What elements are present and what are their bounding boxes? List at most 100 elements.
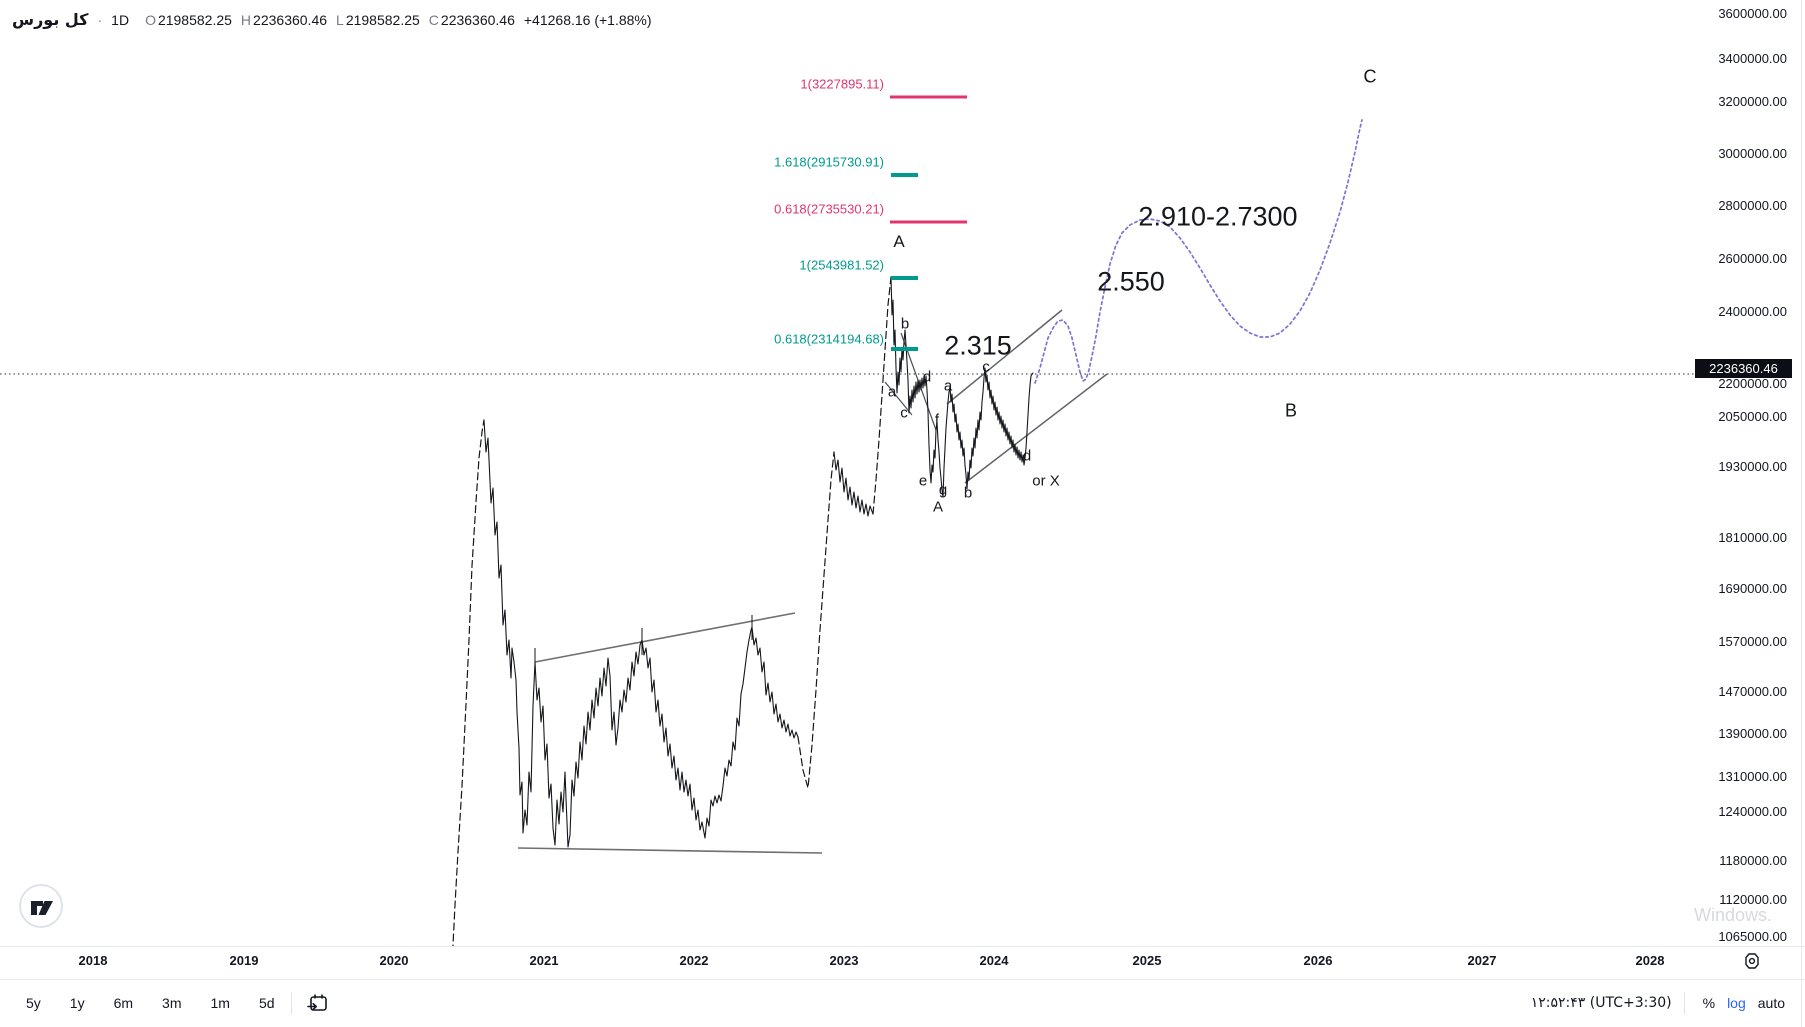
wave-label[interactable]: c — [982, 358, 990, 376]
fib-level-label[interactable]: 0.618(2735530.21) — [774, 201, 884, 217]
range-button-5d[interactable]: 5d — [255, 993, 279, 1013]
fib-level-label[interactable]: 1.618(2915730.91) — [774, 154, 884, 170]
fib-level-label[interactable]: 0.618(2314194.68) — [774, 331, 884, 347]
year-tick-label: 2019 — [229, 953, 259, 968]
date-range-buttons: 5y 1y 6m 3m 1m 5d — [22, 993, 279, 1013]
range-button-1y[interactable]: 1y — [66, 993, 89, 1013]
price-tick-label: 1240000.00 — [1718, 804, 1787, 819]
calendar-arrow-icon — [306, 994, 327, 1011]
fib-level-label[interactable]: 1(3227895.11) — [800, 76, 884, 92]
price-tick-label: 1470000.00 — [1718, 684, 1787, 699]
year-tick-label: 2025 — [1132, 953, 1162, 968]
fib-level-label[interactable]: 1(2543981.52) — [799, 257, 884, 273]
trendline-lower-right[interactable] — [964, 373, 1108, 484]
bottom-toolbar: 5y 1y 6m 3m 1m 5d ۱۲:۵۲:۴۳ (UTC+3:30) % log a… — [0, 979, 1805, 1027]
change-value: +41268.16 (+1.88%) — [523, 12, 652, 28]
price-target-note[interactable]: 2.550 — [1097, 266, 1165, 297]
year-tick-label: 2023 — [829, 953, 859, 968]
trendline-lower-left[interactable] — [517, 847, 823, 854]
year-tick-label: 2020 — [379, 953, 409, 968]
right-pane-border — [1801, 0, 1802, 1027]
price-tick-label: 1810000.00 — [1718, 530, 1787, 545]
price-tick-label: 1390000.00 — [1718, 726, 1787, 741]
wave-label[interactable]: d — [1022, 447, 1032, 465]
timeframe-label[interactable]: 1D — [111, 12, 130, 28]
year-tick-label: 2021 — [529, 953, 559, 968]
go-to-date-button[interactable] — [306, 991, 330, 1015]
symbol-legend: کل بورس · 1D O 2198582.25 H 2236360.46 L 2198… — [12, 10, 652, 29]
year-tick-label: 2022 — [679, 953, 709, 968]
wave-label[interactable]: a — [943, 377, 953, 395]
range-button-1m[interactable]: 1m — [207, 993, 234, 1013]
price-tick-label: 1310000.00 — [1718, 769, 1787, 784]
price-target-note[interactable]: 2.315 — [944, 330, 1012, 361]
range-button-5y[interactable]: 5y — [22, 993, 45, 1013]
price-tick-label: 1180000.00 — [1719, 853, 1787, 868]
year-tick-label: 2024 — [979, 953, 1009, 968]
auto-scale-button[interactable]: auto — [1752, 993, 1791, 1013]
year-tick-label: 2018 — [78, 953, 108, 968]
wave-label[interactable]: a — [887, 383, 897, 401]
range-button-3m[interactable]: 3m — [158, 993, 185, 1013]
projection-path[interactable] — [1034, 119, 1363, 384]
time-axis[interactable]: 2018 2019 2020 2021 2022 2023 2024 2025 2026 2027… — [0, 946, 1805, 979]
time-axis-border — [0, 946, 1805, 947]
trendline-upper-right[interactable] — [946, 309, 1063, 405]
price-2020-2022 — [483, 419, 799, 848]
price-tick-label: 1690000.00 — [1718, 581, 1787, 596]
toolbar-divider — [290, 992, 292, 1014]
wave-label[interactable]: A — [893, 232, 905, 251]
log-scale-button[interactable]: log — [1721, 993, 1752, 1013]
price-target-note[interactable]: 2.910-2.7300 — [1138, 201, 1298, 232]
price-tick-label: 1065000.00 — [1718, 929, 1787, 944]
price-tick-label: 3600000.00 — [1718, 6, 1787, 21]
toolbar-border — [0, 979, 1805, 980]
wave-label[interactable]: e — [918, 472, 928, 490]
price-axis[interactable]: 3600000.00 3400000.00 3200000.00 3000000.00… — [1697, 0, 1805, 946]
price-rally-2023-b — [872, 276, 892, 515]
toolbar-divider — [1683, 992, 1685, 1014]
year-tick-label: 2028 — [1635, 953, 1665, 968]
ohlc-values: O 2198582.25 H 2236360.46 L 2198582.25 C 223636… — [138, 12, 515, 28]
price-tick-label: 2600000.00 — [1718, 251, 1787, 266]
wave-label[interactable]: d — [922, 368, 932, 386]
ohlc-letter: L — [336, 12, 344, 28]
price-tick-label: 3000000.00 — [1718, 146, 1787, 161]
wave-label[interactable]: C — [1363, 66, 1377, 87]
price-tick-label: 2200000.00 — [1718, 376, 1787, 391]
wave-label[interactable]: b — [900, 315, 910, 333]
price-rise-2020 — [450, 419, 485, 986]
wave-label[interactable]: B — [1284, 400, 1298, 421]
price-tick-label: 1570000.00 — [1718, 634, 1787, 649]
ohlc-value: 2198582.25 — [345, 12, 420, 28]
wave-label[interactable]: or X — [1032, 472, 1060, 490]
line-a-to-c[interactable] — [884, 381, 913, 416]
price-tick-label: 2400000.00 — [1718, 304, 1787, 319]
wave-label[interactable]: g — [938, 481, 948, 499]
clock-display[interactable]: ۱۲:۵۲:۴۳ (UTC+3:30) — [1530, 995, 1672, 1011]
tradingview-logo[interactable] — [18, 883, 64, 934]
tradingview-logo-icon — [19, 884, 63, 928]
wave-label[interactable]: c — [900, 404, 908, 422]
price-tick-label: 3400000.00 — [1718, 51, 1787, 66]
ohlc-value: 2198582.25 — [157, 12, 232, 28]
ohlc-letter: C — [428, 12, 439, 28]
price-tick-label: 2050000.00 — [1718, 409, 1787, 424]
windows-watermark: Windows. — [1694, 905, 1773, 925]
axis-settings-gear-icon[interactable] — [1742, 951, 1762, 976]
price-rally-2023-a — [797, 451, 835, 789]
current-price-tag: 2236360.46 — [1695, 359, 1792, 378]
percent-scale-button[interactable]: % — [1697, 993, 1721, 1013]
wave-label[interactable]: f — [934, 411, 940, 429]
wave-label[interactable]: A — [932, 498, 944, 516]
price-tick-label: 1120000.00 — [1719, 892, 1787, 907]
ohlc-letter: H — [240, 12, 252, 28]
range-button-6m[interactable]: 6m — [110, 993, 137, 1013]
year-tick-label: 2027 — [1467, 953, 1497, 968]
ohlc-value: 2236360.46 — [253, 12, 328, 28]
symbol-name[interactable]: کل بورس — [12, 10, 89, 29]
wave-label[interactable]: b — [963, 484, 973, 502]
ohlc-value: 2236360.46 — [440, 12, 515, 28]
